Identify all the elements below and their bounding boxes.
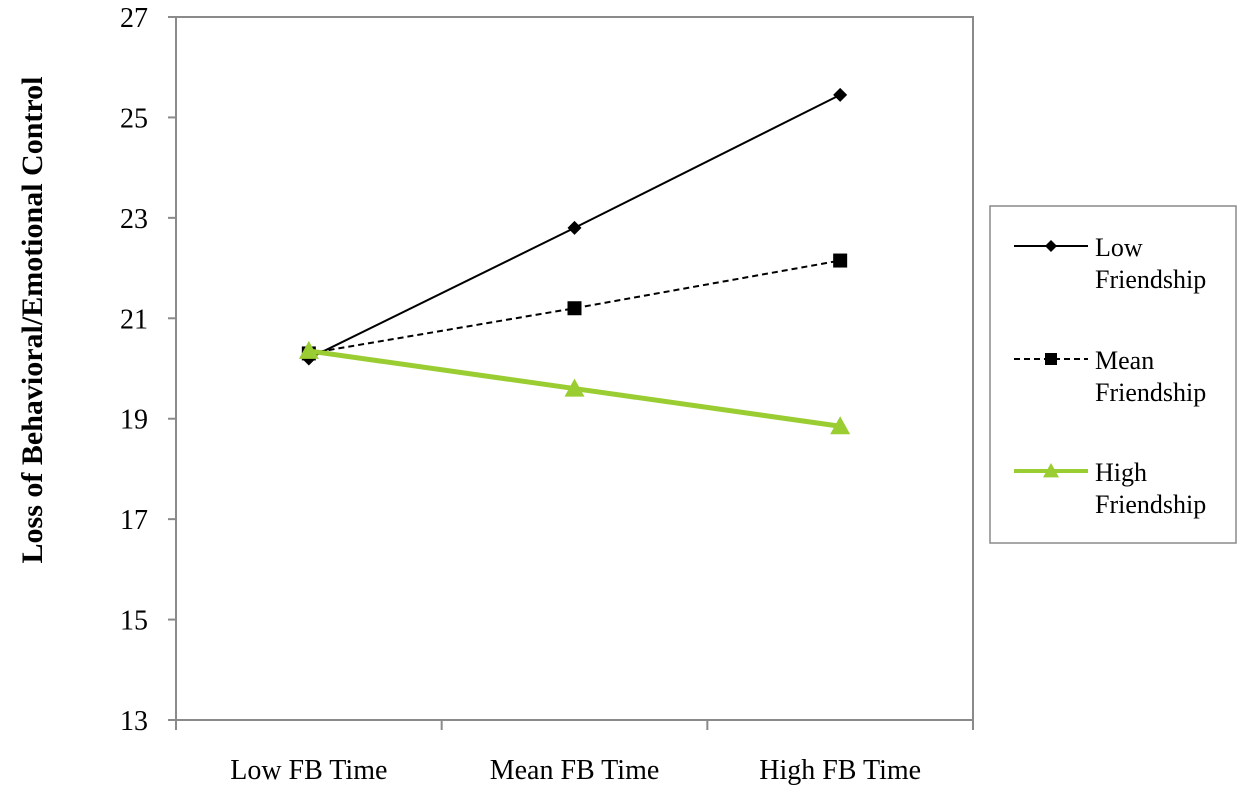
- diamond-marker: [833, 87, 848, 102]
- series-2: [298, 340, 851, 435]
- diamond-marker: [1045, 240, 1057, 252]
- x-category-label: High FB Time: [759, 755, 921, 786]
- triangle-marker: [564, 378, 585, 397]
- legend: Low Friendship Mean Friendship High Friendshi…: [989, 205, 1237, 544]
- square-marker: [567, 301, 582, 316]
- series-layer: [298, 87, 851, 435]
- x-category-label: Mean FB Time: [490, 755, 660, 786]
- y-axis: 13 15 17 19 21 23 25 27: [120, 3, 176, 737]
- legend-label: Friendship: [1095, 265, 1206, 294]
- y-tick-label: 17: [120, 505, 148, 536]
- diamond-marker: [567, 220, 582, 235]
- triangle-marker: [1043, 463, 1059, 478]
- y-tick-label: 13: [120, 706, 148, 737]
- y-tick-label: 15: [120, 606, 148, 637]
- plot-area: [175, 16, 974, 721]
- y-tick-label: 23: [120, 204, 148, 235]
- x-axis: Low FB Time Mean FB Time High FB Time: [175, 720, 974, 786]
- legend-box: [989, 205, 1237, 544]
- triangle-marker: [298, 340, 319, 359]
- y-tick-label: 27: [120, 3, 148, 34]
- legend-items: Low Friendship Mean Friendship High Friendshi…: [1014, 233, 1206, 519]
- square-marker: [833, 253, 848, 268]
- legend-item-0: Low Friendship: [1014, 233, 1206, 294]
- legend-label: Friendship: [1095, 490, 1206, 519]
- legend-label: Friendship: [1095, 378, 1206, 407]
- legend-label: Mean: [1095, 346, 1154, 375]
- triangle-marker: [830, 416, 851, 435]
- legend-label: High: [1095, 458, 1147, 487]
- y-tick-label: 25: [120, 103, 148, 134]
- legend-item-1: Mean Friendship: [1014, 346, 1206, 407]
- legend-item-2: High Friendship: [1014, 458, 1206, 519]
- legend-label: Low: [1095, 233, 1143, 262]
- x-category-label: Low FB Time: [230, 755, 387, 786]
- y-tick-label: 19: [120, 405, 148, 436]
- y-axis-title: Loss of Behavioral/Emotional Control: [16, 77, 49, 564]
- square-marker: [1045, 353, 1057, 365]
- y-tick-label: 21: [120, 304, 148, 335]
